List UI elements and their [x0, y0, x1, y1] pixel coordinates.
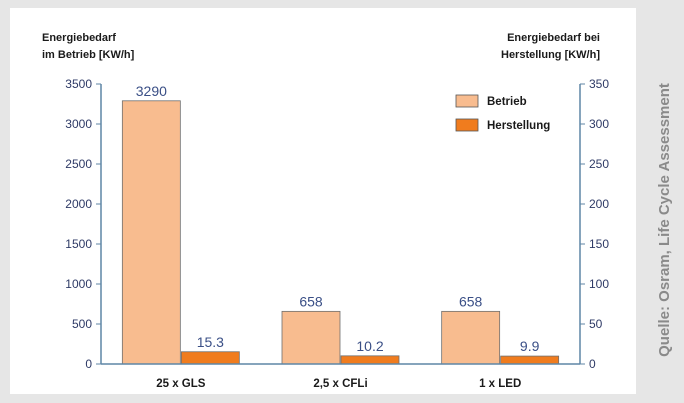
source-note: Quelle: Osram, Life Cycle Assessment: [656, 83, 673, 357]
right-tick-label: 200: [589, 197, 609, 211]
legend-swatch-betrieb: [455, 94, 479, 108]
data-label-betrieb-2: 658: [459, 293, 483, 309]
right-tick-label: 50: [589, 317, 603, 331]
bar-betrieb-0: [121, 100, 181, 365]
bar-betrieb-2: [441, 310, 501, 365]
right-tick-label: 100: [589, 277, 609, 291]
right-tick-label: 300: [589, 117, 609, 131]
right-axis-ticks: 0 50 100 150 200 250 300 350: [580, 77, 609, 371]
data-label-betrieb-0: 3290: [136, 83, 167, 99]
right-tick-label: 150: [589, 237, 609, 251]
left-axis-title-line-2: im Betrieb [KW/h]: [42, 49, 135, 61]
category-labels: 25 x GLS 2,5 x CFLi 1 x LED: [156, 378, 521, 390]
left-axis-title-line-1: Energiebedarf: [42, 32, 116, 44]
bar-herstellung-1: [340, 355, 400, 365]
right-axis-title-line-2: Herstellung [KW/h]: [501, 49, 600, 61]
data-labels: 3290 15.3 658 10.2 658 9.9: [136, 83, 540, 354]
legend-swatch-herstellung: [455, 118, 479, 132]
right-tick-label: 350: [589, 77, 609, 91]
right-tick-label: 250: [589, 157, 609, 171]
legend-label-betrieb: Betrieb: [487, 96, 527, 108]
left-tick-label: 500: [72, 317, 92, 331]
bars: [121, 100, 560, 365]
legend: Betrieb Herstellung: [455, 94, 550, 132]
data-label-herstellung-2: 9.9: [520, 338, 540, 354]
left-tick-label: 3500: [65, 77, 92, 91]
right-tick-label: 0: [589, 357, 596, 371]
bar-herstellung-2: [500, 355, 560, 365]
bar-betrieb-1: [281, 310, 341, 365]
left-tick-label: 3000: [65, 117, 92, 131]
category-label-2: 1 x LED: [479, 378, 521, 390]
legend-label-herstellung: Herstellung: [487, 120, 550, 132]
left-tick-label: 0: [85, 357, 92, 371]
right-axis-title-line-1: Energiebedarf bei: [507, 32, 600, 44]
left-tick-label: 2500: [65, 157, 92, 171]
bar-herstellung-0: [180, 351, 240, 365]
data-label-herstellung-1: 10.2: [356, 338, 383, 354]
data-label-herstellung-0: 15.3: [197, 334, 224, 350]
left-tick-label: 1500: [65, 237, 92, 251]
data-label-betrieb-1: 658: [299, 293, 323, 309]
left-tick-label: 2000: [65, 197, 92, 211]
left-axis-ticks: 0 500 1000 1500 2000 2500 3000 3500: [65, 77, 101, 371]
left-tick-label: 1000: [65, 277, 92, 291]
category-label-0: 25 x GLS: [156, 378, 206, 390]
category-label-1: 2,5 x CFLi: [313, 378, 367, 390]
